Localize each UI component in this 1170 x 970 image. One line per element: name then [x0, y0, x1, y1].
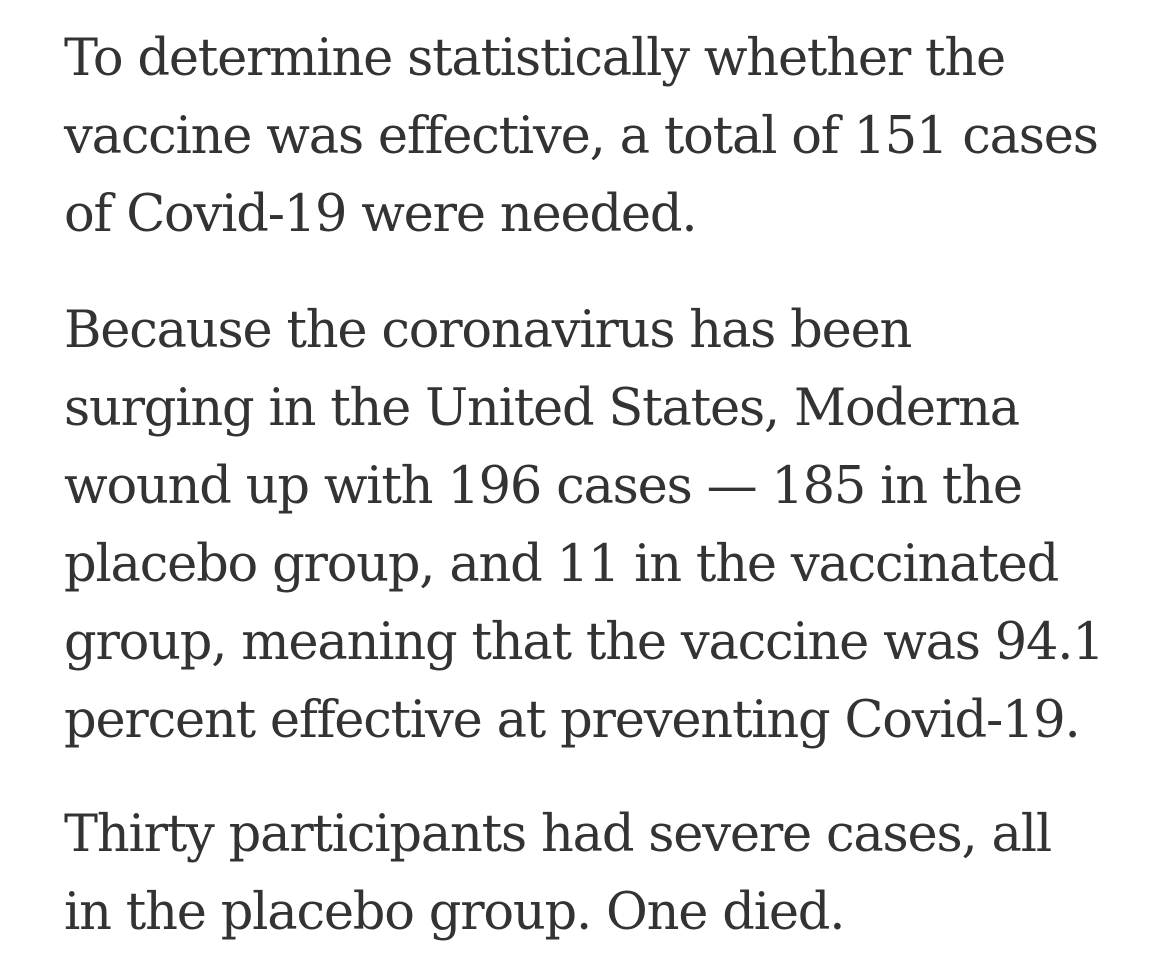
paragraph-line: vaccine was effective, a total of 151 ca…: [64, 107, 1099, 166]
paragraph-line: surging in the United States, Moderna: [64, 379, 1020, 438]
paragraph-trial-results: Because the coronavirus has been surging…: [64, 292, 1105, 760]
paragraph-case-threshold: To determine statistically whether the v…: [64, 20, 1099, 254]
paragraph-line: Because the coronavirus has been: [64, 301, 912, 360]
paragraph-line: placebo group, and 11 in the vaccinated: [64, 535, 1059, 594]
paragraph-line: percent effective at preventing Covid-19…: [64, 691, 1081, 750]
paragraph-line: Thirty participants had severe cases, al…: [64, 805, 1052, 864]
paragraph-line: of Covid-19 were needed.: [64, 185, 698, 244]
paragraph-severe-cases: Thirty participants had severe cases, al…: [64, 796, 1052, 952]
paragraph-line: group, meaning that the vaccine was 94.1: [64, 613, 1105, 672]
paragraph-line: in the placebo group. One died.: [64, 883, 845, 942]
paragraph-line: To determine statistically whether the: [64, 29, 1006, 88]
paragraph-line: wound up with 196 cases — 185 in the: [64, 457, 1023, 516]
